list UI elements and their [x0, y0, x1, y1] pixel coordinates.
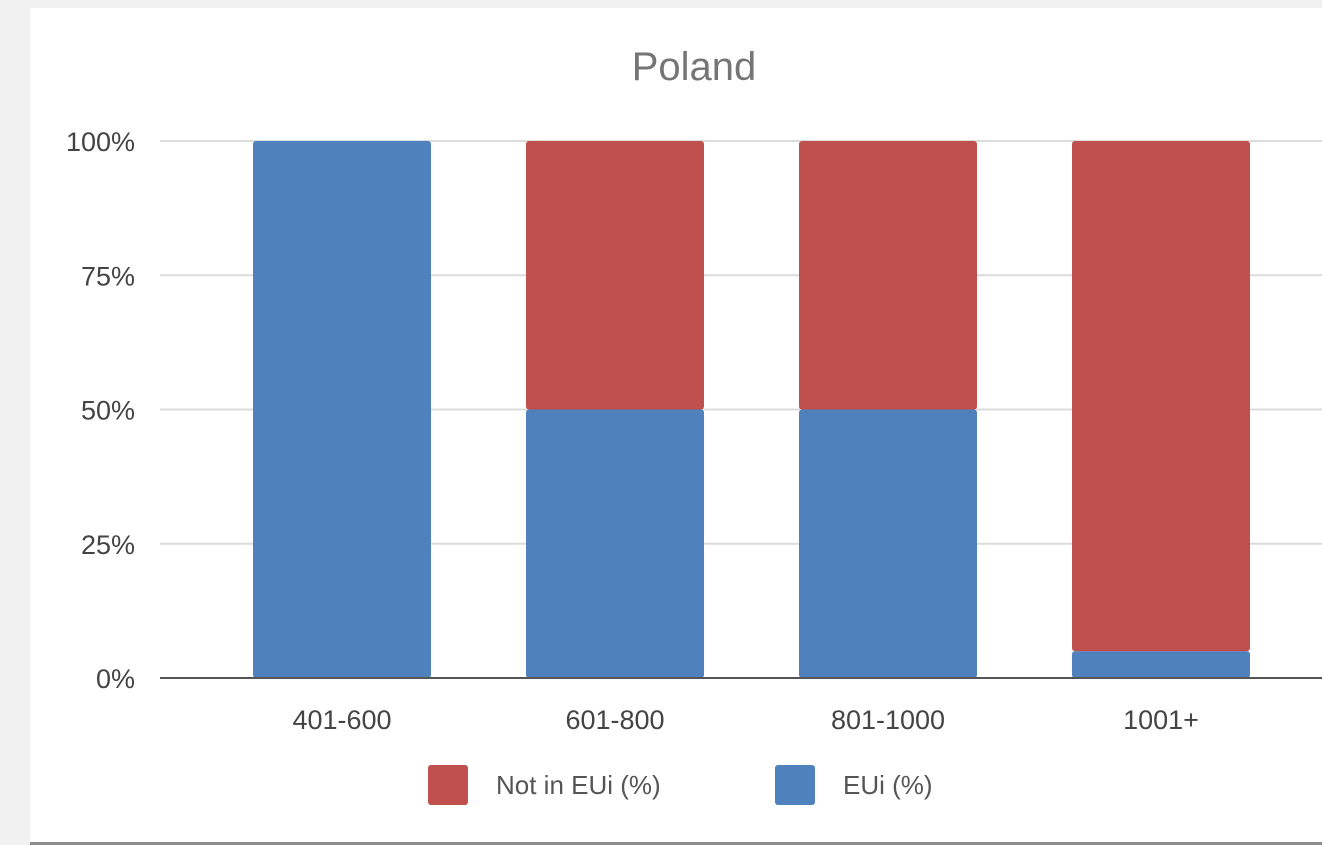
y-tick-label: 0%	[96, 664, 135, 694]
legend-swatch	[428, 765, 468, 805]
axes: 0% 25% 50% 75% 100% 401-600 601-800 801-1000 100…	[66, 127, 1322, 735]
bar-segment	[526, 409, 704, 678]
x-tick-label: 801-1000	[831, 705, 945, 735]
bar-segment	[253, 141, 431, 678]
bar-segment	[1072, 141, 1250, 652]
y-tick-label: 100%	[66, 127, 135, 157]
bar-segment	[526, 141, 704, 410]
y-tick-label: 75%	[81, 261, 135, 291]
legend-label: Not in EUi (%)	[496, 770, 661, 800]
bar-segment	[799, 409, 977, 678]
bar-segment	[799, 141, 977, 410]
legend: Not in EUi (%) EUi (%)	[428, 765, 933, 805]
bar-segment	[1072, 651, 1250, 678]
y-tick-label: 25%	[81, 530, 135, 560]
legend-label: EUi (%)	[843, 770, 933, 800]
legend-swatch	[775, 765, 815, 805]
x-tick-label: 1001+	[1123, 705, 1199, 735]
chart-title: Poland	[632, 45, 757, 89]
x-tick-label: 601-800	[565, 705, 664, 735]
x-tick-label: 401-600	[292, 705, 391, 735]
bars	[253, 141, 1250, 678]
y-tick-label: 50%	[81, 396, 135, 426]
